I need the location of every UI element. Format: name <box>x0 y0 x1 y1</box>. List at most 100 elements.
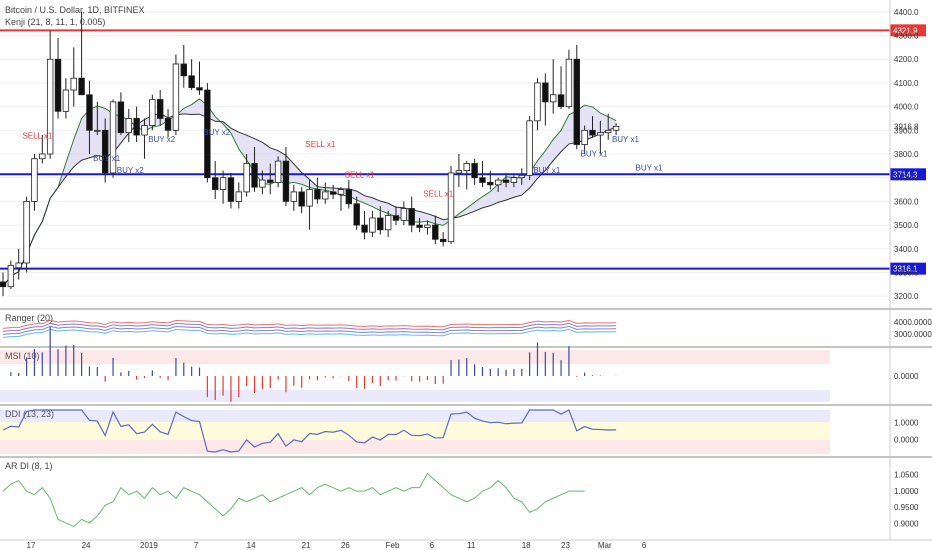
candle-body <box>94 129 101 132</box>
candle-body <box>290 191 298 202</box>
ranger-band-line <box>2 319 617 329</box>
candle-body <box>589 129 596 136</box>
candle-body <box>353 203 360 226</box>
horizontal-lines <box>0 29 890 270</box>
candle-body <box>156 99 164 119</box>
signal-label: BUY x2 <box>203 128 231 137</box>
candle-body <box>46 58 54 155</box>
candle-body <box>534 82 541 122</box>
candle-body <box>188 75 195 89</box>
candle-body <box>212 177 219 190</box>
candle-body <box>487 182 494 186</box>
ddi-lower-band <box>0 440 830 454</box>
candle-body <box>259 179 266 188</box>
price-tick-label: 4000.0 <box>894 103 919 112</box>
pane-tick-label: 0.9000 <box>894 520 919 529</box>
candle-body <box>117 101 125 134</box>
signal-label: SELL x1 <box>345 171 375 180</box>
candle-body <box>78 77 85 96</box>
indicator-panes: Ranger (20) 4000.0000 3000.0000 MSI (10) 0.0… <box>0 308 932 529</box>
candle-body <box>322 191 329 200</box>
candle-body <box>54 58 62 112</box>
candle-body <box>227 177 235 202</box>
time-tick-label: 7 <box>194 541 199 550</box>
level-tag <box>890 24 926 37</box>
candle-body <box>196 87 203 91</box>
candle-body <box>274 160 282 183</box>
time-tick-label: Mar <box>598 541 612 550</box>
pane-tick-label: 3000.0000 <box>894 330 932 339</box>
time-tick-label: 26 <box>341 541 350 550</box>
signal-label: SELL x1 <box>22 132 52 141</box>
price-tick-label: 3400.0 <box>894 245 919 254</box>
candle-body <box>306 189 313 207</box>
ranger-band-line <box>2 322 617 332</box>
candle-body <box>7 264 15 288</box>
candle-body <box>164 118 172 131</box>
candle-body <box>282 160 290 202</box>
candle-body <box>447 172 455 243</box>
pane-title: DDI (13, 23) <box>5 409 54 419</box>
ddi-mid-band <box>0 422 830 440</box>
price-tick-label: 3800.0 <box>894 150 919 159</box>
pane-tick-label: 0.9500 <box>894 503 919 512</box>
candle-body <box>219 177 227 190</box>
candle-body <box>369 217 376 233</box>
candle-body <box>267 179 274 183</box>
candle-body <box>416 224 423 228</box>
candle-body <box>400 208 408 221</box>
ddi-line <box>2 409 617 453</box>
time-tick-label: 23 <box>561 541 570 550</box>
candle-body <box>329 191 337 195</box>
pane-title: AR DI (8, 1) <box>5 461 53 471</box>
last-price-label: 3916.8 <box>894 122 919 131</box>
candle-body <box>23 200 30 264</box>
level-tag <box>890 168 926 181</box>
level-tag-label: 3714.3 <box>893 170 918 179</box>
candle-body <box>62 89 70 112</box>
candle-body <box>510 177 518 183</box>
msi-upper-band <box>0 350 830 364</box>
candle-body <box>345 189 353 205</box>
pane-tick-label: 1.0500 <box>894 470 919 479</box>
candle-body <box>15 262 22 269</box>
time-tick-label: 6 <box>642 541 647 550</box>
signal-label: BUY x1 <box>581 149 609 158</box>
symbol-title: Bitcoin / U.S. Dollar, 1D, BITFINEX <box>5 5 145 15</box>
candle-body <box>172 63 180 131</box>
signal-label: BUY x1 <box>533 166 561 175</box>
time-tick-label: 2019 <box>140 541 158 550</box>
price-tick-label: 4300.0 <box>894 32 919 41</box>
pane-title: MSI (10) <box>5 351 40 361</box>
price-tick-label: 4100.0 <box>894 79 919 88</box>
candle-body <box>31 158 38 202</box>
candle-body <box>125 118 132 134</box>
candle-body <box>337 189 345 195</box>
signal-label: BUY x1 <box>93 154 121 163</box>
msi-lower-band <box>0 390 830 402</box>
indicator-title: Kenji (21, 8, 11, 1, 0.005) <box>5 17 105 27</box>
candle-body <box>502 179 510 183</box>
time-tick-label: 11 <box>467 541 476 550</box>
candle-body <box>612 125 620 131</box>
candle-body <box>565 58 573 108</box>
candle-body <box>235 191 242 202</box>
candle-body <box>479 177 486 183</box>
candle-body <box>424 224 431 228</box>
time-tick-label: 21 <box>302 541 311 550</box>
candle-body <box>526 120 533 176</box>
candle-body <box>463 163 470 171</box>
candle-body <box>39 153 46 160</box>
candle-body <box>408 208 415 226</box>
candle-body <box>471 163 478 179</box>
candle-body <box>243 163 250 193</box>
candle-body <box>439 238 447 243</box>
grid-lines <box>0 11 890 297</box>
level-tag-label: 3316.1 <box>893 265 918 274</box>
candle-body <box>392 215 400 221</box>
candle-body <box>86 94 93 131</box>
candle-body <box>141 125 148 136</box>
signal-label: SELL x1 <box>423 190 453 199</box>
time-axis: 17 24 2019 7 14 21 26 Feb 6 11 18 23 Mar 6 <box>0 539 932 550</box>
